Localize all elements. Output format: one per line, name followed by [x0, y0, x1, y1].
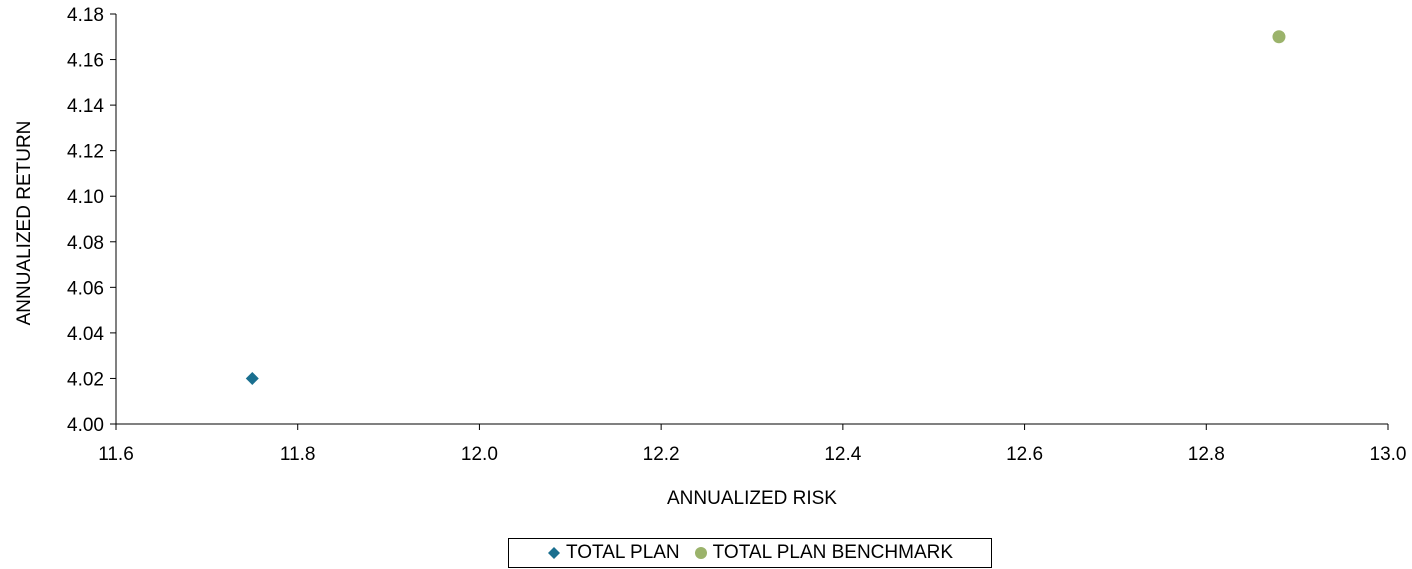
y-axis-title: ANNUALIZED RETURN: [14, 121, 35, 326]
x-tick-label: 11.8: [280, 444, 316, 465]
y-axis-ticks: 4.00 4.02 4.04 4.06 4.08 4.10 4.12 4.14 4.16 4.18: [67, 5, 116, 436]
y-tick-label: 4.00: [67, 415, 104, 436]
x-tick-label: 13.0: [1370, 444, 1407, 465]
y-tick-label: 4.04: [67, 324, 104, 345]
y-tick-label: 4.02: [67, 369, 104, 390]
x-tick-label: 12.6: [1006, 444, 1043, 465]
y-tick-label: 4.16: [67, 51, 104, 72]
data-point-total-plan-benchmark: [1272, 30, 1286, 44]
y-tick-label: 4.12: [67, 142, 104, 163]
x-axis-title: ANNUALIZED RISK: [667, 488, 837, 509]
x-tick-label: 12.0: [461, 444, 498, 465]
diamond-marker-icon: [547, 547, 560, 559]
legend-label-total-plan: TOTAL PLAN: [565, 542, 680, 563]
data-points: [245, 30, 1286, 385]
y-tick-label: 4.08: [67, 233, 104, 254]
legend-entry-total-plan: TOTAL PLAN: [547, 542, 680, 564]
circle-marker-icon: [694, 547, 707, 559]
y-tick-label: 4.14: [67, 96, 104, 117]
y-tick-label: 4.10: [67, 187, 104, 208]
legend-label-total-plan-benchmark: TOTAL PLAN BENCHMARK: [712, 542, 954, 563]
data-point-total-plan: [245, 371, 259, 385]
chart-legend: TOTAL PLAN TOTAL PLAN BENCHMARK: [508, 538, 992, 568]
x-tick-label: 12.8: [1188, 444, 1225, 465]
y-tick-label: 4.18: [67, 5, 104, 26]
x-tick-label: 12.2: [643, 444, 680, 465]
x-axis-ticks: 11.6 11.8 12.0 12.2 12.4 12.6 12.8 13.0: [98, 424, 1406, 465]
legend-entry-total-plan-benchmark: TOTAL PLAN BENCHMARK: [694, 542, 953, 564]
x-tick-label: 12.4: [824, 444, 861, 465]
y-tick-label: 4.06: [67, 278, 104, 299]
x-tick-label: 11.6: [98, 444, 134, 465]
